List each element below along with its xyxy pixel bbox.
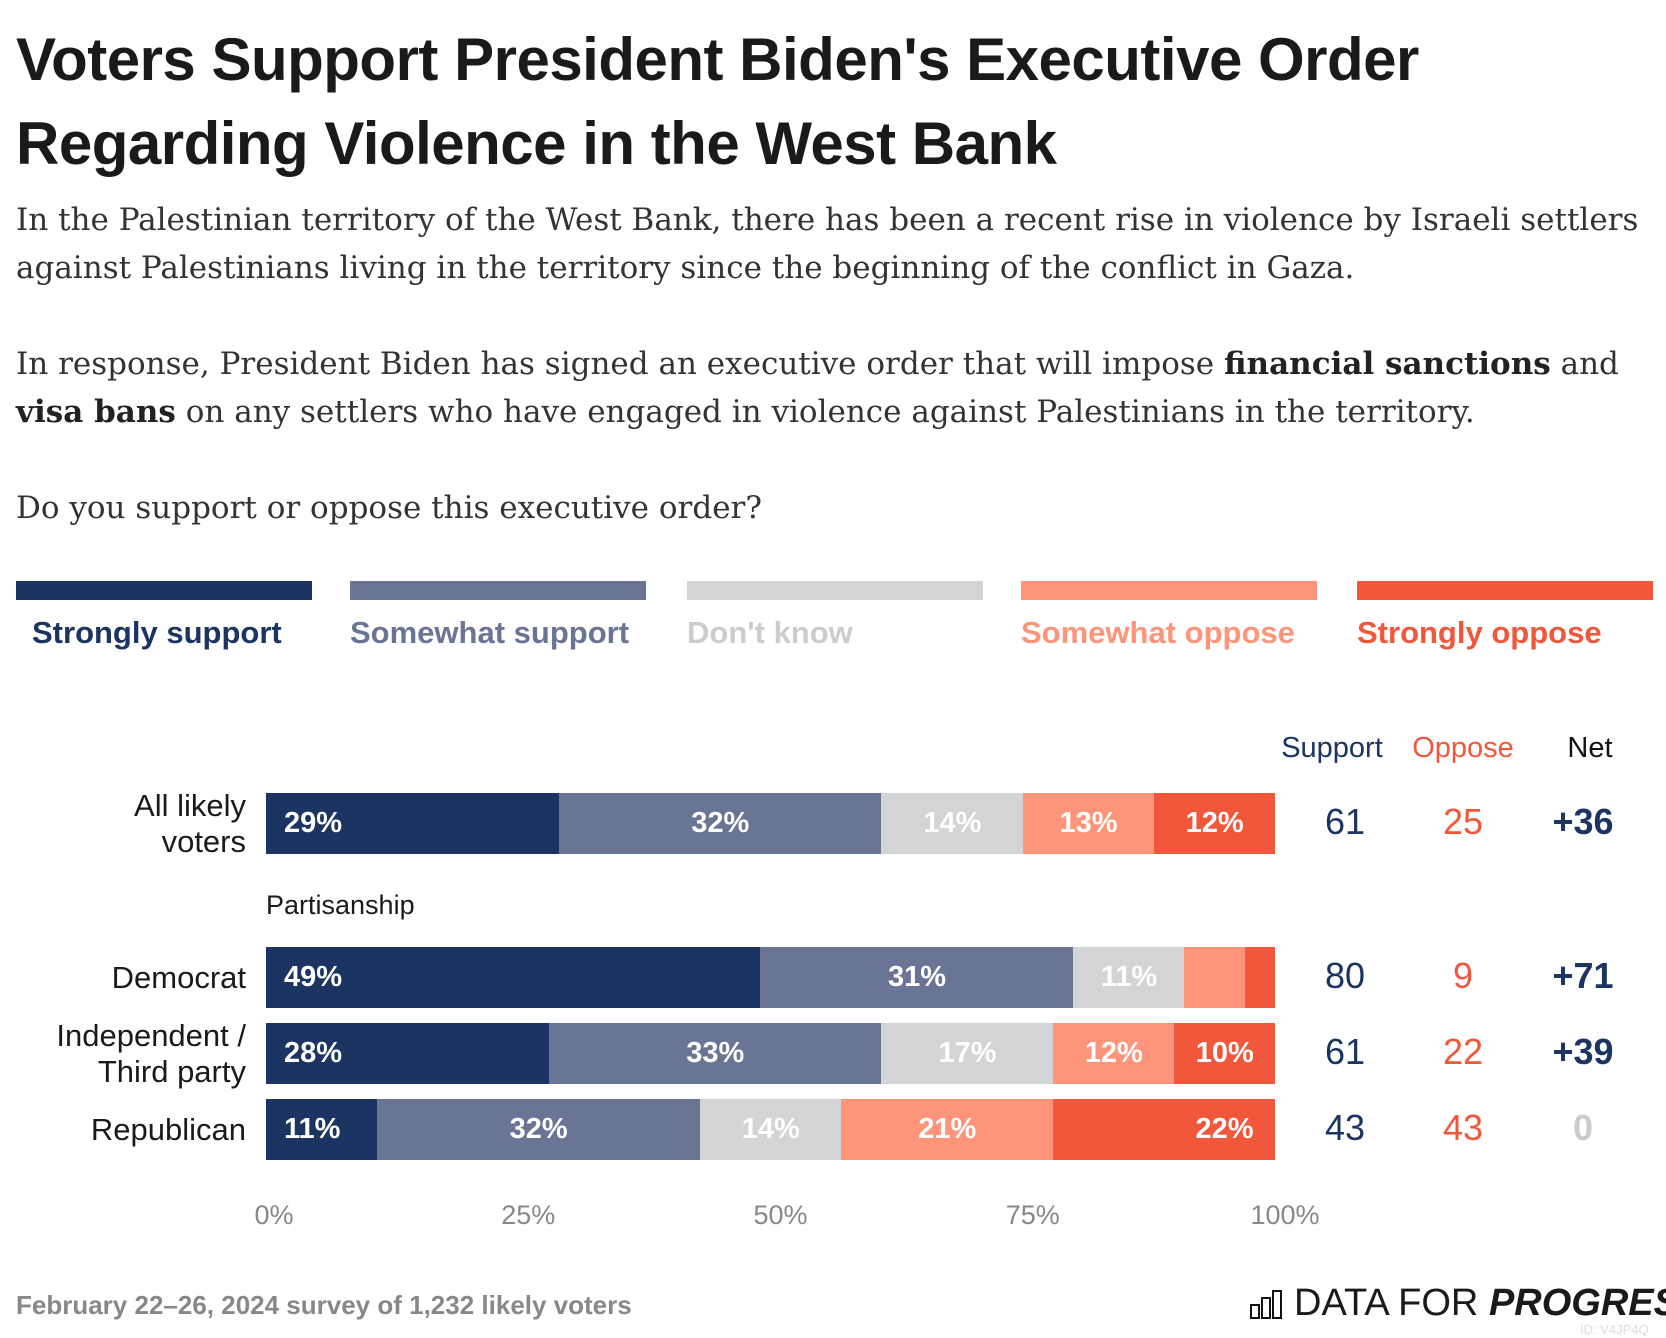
x-tick-label: 50%	[753, 1200, 808, 1230]
summary-support: 61	[1324, 801, 1366, 842]
bar-segment: 21%	[841, 1099, 1054, 1160]
bar-segment: 11%	[1073, 947, 1185, 1008]
category-label: All likely voters	[134, 788, 246, 859]
category-label: Independent / Third party	[56, 1018, 246, 1089]
data-label: 11%	[284, 1113, 341, 1145]
legend-label: Strongly oppose	[1357, 615, 1602, 650]
bar-segment: 10%	[1174, 1023, 1276, 1084]
data-label: 31%	[888, 961, 947, 993]
legend-label: Strongly support	[32, 615, 282, 650]
bar-segment	[1184, 947, 1246, 1008]
bar-chart-logo-icon	[1250, 1289, 1282, 1319]
bar-segment: 49%	[266, 947, 761, 1008]
summary-header: Support	[1281, 732, 1383, 764]
chart-title: Voters Support President Biden's Executi…	[16, 26, 1419, 177]
data-label: 22%	[1195, 1113, 1254, 1145]
summary-header: Net	[1567, 732, 1613, 764]
data-label: 17%	[938, 1037, 997, 1069]
legend-swatch	[16, 581, 312, 600]
bar-segment: 17%	[881, 1023, 1054, 1084]
summary-oppose: 25	[1442, 801, 1484, 842]
bar-segment	[1244, 947, 1276, 1008]
summary-net: +39	[1552, 1031, 1614, 1072]
legend-item: Don't know	[687, 581, 983, 655]
group-label: Partisanship	[266, 890, 415, 920]
bar-segment: 14%	[881, 793, 1024, 854]
summary-oppose: 9	[1452, 955, 1474, 996]
x-tick-label: 75%	[1005, 1200, 1060, 1230]
legend-item: Strongly oppose	[1357, 581, 1653, 655]
legend-swatch	[1021, 581, 1317, 600]
data-label: 14%	[923, 807, 982, 839]
category-label: Republican	[90, 1112, 246, 1147]
summary-support: 43	[1324, 1107, 1366, 1148]
bar-segment: 11%	[266, 1099, 378, 1160]
bar-segment: 13%	[1022, 793, 1155, 854]
x-tick-label: 100%	[1250, 1200, 1320, 1230]
summary-oppose: 22	[1442, 1031, 1484, 1072]
intro-paragraph-1: In the Palestinian territory of the West…	[16, 202, 1639, 286]
data-label: 13%	[1059, 807, 1118, 839]
survey-question: Do you support or oppose this executive …	[16, 490, 762, 526]
bar-segment: 12%	[1153, 793, 1276, 854]
bar-segment: 29%	[266, 793, 560, 854]
summary-net: +36	[1552, 801, 1614, 842]
data-label: 32%	[691, 807, 750, 839]
legend-item: Somewhat support	[350, 581, 646, 655]
bar-segment: 32%	[376, 1099, 701, 1160]
data-label: 33%	[686, 1037, 745, 1069]
chart-id: ID: V4JP4Q	[1580, 1322, 1649, 1337]
bar-segment: 32%	[558, 793, 882, 854]
legend-item: Strongly support	[16, 581, 312, 655]
legend-swatch	[350, 581, 646, 600]
legend-label: Somewhat support	[350, 615, 630, 650]
summary-header: Oppose	[1412, 732, 1514, 764]
data-label: 14%	[741, 1113, 800, 1145]
data-label: 29%	[284, 807, 343, 839]
bar-segment: 33%	[548, 1023, 882, 1084]
data-label: 32%	[509, 1113, 568, 1145]
data-label: 49%	[284, 961, 343, 993]
summary-support: 80	[1324, 955, 1366, 996]
bar-segment: 14%	[699, 1099, 842, 1160]
data-label: 21%	[918, 1113, 977, 1145]
legend-swatch	[687, 581, 983, 600]
bar-segment: 22%	[1053, 1099, 1276, 1160]
x-tick-label: 25%	[501, 1200, 556, 1230]
category-label: Democrat	[111, 960, 246, 995]
intro-paragraph-2: In response, President Biden has signed …	[16, 346, 1619, 430]
legend-item: Somewhat oppose	[1021, 581, 1317, 655]
summary-net: +71	[1552, 955, 1614, 996]
legend-label: Don't know	[687, 615, 853, 650]
bar-segment: 12%	[1053, 1023, 1175, 1084]
bar-segment: 28%	[266, 1023, 550, 1084]
x-tick-label: 0%	[254, 1200, 294, 1230]
legend-label: Somewhat oppose	[1021, 615, 1295, 650]
data-label: 12%	[1185, 807, 1244, 839]
data-label: 28%	[284, 1037, 343, 1069]
source-note: February 22–26, 2024 survey of 1,232 lik…	[16, 1290, 632, 1320]
data-label: 10%	[1195, 1037, 1254, 1069]
data-label: 12%	[1084, 1037, 1143, 1069]
summary-net: 0	[1572, 1107, 1594, 1148]
data-label: 11%	[1100, 961, 1158, 993]
summary-support: 61	[1324, 1031, 1366, 1072]
summary-oppose: 43	[1442, 1107, 1484, 1148]
legend-swatch	[1357, 581, 1653, 600]
logo: DATA FOR PROGRESS	[1250, 1282, 1666, 1325]
bar-segment: 31%	[760, 947, 1074, 1008]
